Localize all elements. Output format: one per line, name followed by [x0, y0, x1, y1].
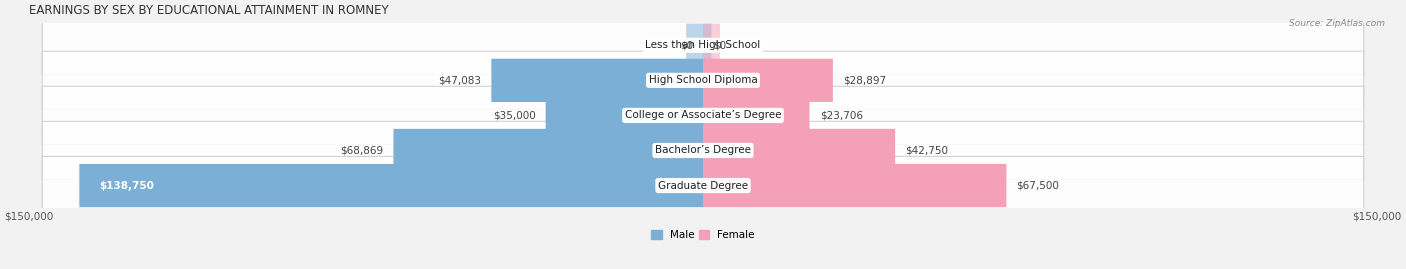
Text: $67,500: $67,500	[1017, 180, 1059, 190]
Text: $68,869: $68,869	[340, 146, 384, 155]
Text: Bachelor’s Degree: Bachelor’s Degree	[655, 146, 751, 155]
Text: EARNINGS BY SEX BY EDUCATIONAL ATTAINMENT IN ROMNEY: EARNINGS BY SEX BY EDUCATIONAL ATTAINMEN…	[28, 4, 388, 17]
FancyBboxPatch shape	[42, 51, 1364, 109]
Text: High School Diploma: High School Diploma	[648, 75, 758, 85]
Text: Graduate Degree: Graduate Degree	[658, 180, 748, 190]
FancyBboxPatch shape	[42, 16, 1364, 75]
FancyBboxPatch shape	[703, 94, 810, 137]
FancyBboxPatch shape	[79, 164, 703, 207]
FancyBboxPatch shape	[686, 24, 711, 67]
FancyBboxPatch shape	[703, 129, 896, 172]
FancyBboxPatch shape	[42, 86, 1364, 144]
Text: Less than High School: Less than High School	[645, 40, 761, 50]
FancyBboxPatch shape	[491, 59, 703, 102]
Text: $42,750: $42,750	[905, 146, 948, 155]
FancyBboxPatch shape	[703, 24, 720, 67]
Text: $0: $0	[713, 40, 727, 50]
Text: College or Associate’s Degree: College or Associate’s Degree	[624, 110, 782, 121]
Text: $23,706: $23,706	[820, 110, 863, 121]
Text: $35,000: $35,000	[494, 110, 536, 121]
FancyBboxPatch shape	[42, 121, 1364, 180]
Text: $138,750: $138,750	[100, 180, 155, 190]
Text: Source: ZipAtlas.com: Source: ZipAtlas.com	[1289, 19, 1385, 28]
FancyBboxPatch shape	[546, 94, 703, 137]
Text: $28,897: $28,897	[844, 75, 886, 85]
Legend: Male, Female: Male, Female	[647, 226, 759, 244]
Text: $47,083: $47,083	[439, 75, 481, 85]
FancyBboxPatch shape	[42, 157, 1364, 215]
FancyBboxPatch shape	[394, 129, 703, 172]
FancyBboxPatch shape	[703, 164, 1007, 207]
Text: $0: $0	[679, 40, 693, 50]
FancyBboxPatch shape	[703, 59, 832, 102]
